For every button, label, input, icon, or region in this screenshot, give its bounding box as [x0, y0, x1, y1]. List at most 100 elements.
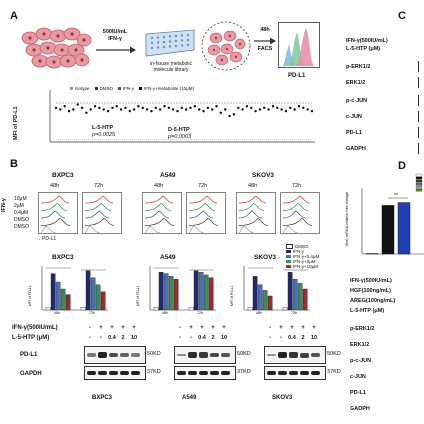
cell-culture-illustration — [21, 27, 92, 69]
flow-histogram-curve — [282, 195, 310, 204]
flow-timepoint: 72h — [292, 183, 302, 189]
scatter-point — [202, 109, 205, 113]
kd-label: 50KD — [147, 351, 161, 357]
scatter-point — [180, 106, 184, 110]
scatter-point — [124, 106, 127, 110]
wb-band — [221, 371, 230, 375]
wb-blot-pdl1 — [84, 346, 146, 364]
scatter-point — [158, 108, 162, 111]
bar-chart: 48h 72h — [243, 266, 310, 314]
wb-dose-value: - — [280, 335, 282, 341]
wb-band — [267, 371, 276, 375]
flow-histogram-curve — [144, 195, 174, 204]
scatter-legend: Isotype DMSO IFN-γ IFN-γ+metabolite (10μ… — [70, 86, 194, 91]
bar — [198, 271, 204, 311]
bar — [60, 288, 66, 311]
wb-dose-value: 0.4 — [288, 335, 296, 341]
flow-histogram-curve — [238, 203, 264, 211]
wb-band — [311, 352, 320, 358]
panel-d-row-label: L-5-HTP (μM) — [350, 308, 385, 314]
ahr-legend-swatch — [415, 188, 423, 192]
bar — [257, 284, 263, 311]
flow-xlabel: → PD-L1 — [36, 236, 57, 242]
panel-d-row-label: p-c-JUN — [350, 358, 372, 364]
bar — [50, 273, 56, 311]
wb-band — [210, 352, 219, 358]
bar-ylabel: MFI of PD-L1 — [28, 285, 32, 306]
arrow-right-icon: → — [36, 236, 41, 242]
bar — [262, 290, 268, 311]
flow-timepoint: 72h — [198, 183, 208, 189]
ahr-ylabel: Ahr1 mRNA relative fold change — [345, 191, 349, 246]
wb-band — [131, 371, 140, 375]
bar — [153, 307, 159, 311]
flow-row-label: 2μM — [14, 203, 24, 209]
flow-histogram-curve — [84, 210, 110, 219]
wb-band — [98, 352, 107, 358]
scatter-point — [106, 109, 110, 113]
flow-timepoint: 48h — [248, 183, 258, 189]
treatment-label: 500IU/mL IFN-γ — [102, 29, 128, 42]
panel-d-row-label: p-ERK1/2 — [350, 326, 375, 332]
wb-band — [109, 352, 118, 358]
scatter-point — [271, 105, 275, 108]
flow-row-label: 0.4μM — [14, 210, 28, 216]
bar — [173, 279, 179, 311]
ahr-legend-swatch — [415, 173, 423, 177]
flow-histogram-curve — [144, 203, 172, 211]
scatter-point — [119, 108, 123, 111]
wb-ifn-sign: + — [279, 325, 283, 331]
scatter-point — [193, 105, 197, 108]
scatter-point — [54, 106, 58, 110]
flow-histogram-curve — [282, 210, 306, 219]
wb-ifn-sign: - — [179, 325, 181, 331]
bar-ylabel: MFI of PD-L1 — [230, 285, 234, 306]
flow-row-label: 10μM — [14, 196, 27, 202]
bar — [203, 274, 209, 311]
wb-dose-value: 2 — [301, 335, 305, 341]
bar — [282, 307, 288, 311]
flow-row-label: DMSO — [14, 224, 29, 230]
ahr-legend-swatch — [415, 179, 423, 183]
flow-timepoint: 48h — [50, 183, 60, 189]
scatter-ylabel: MFI of PD-L1 — [13, 106, 19, 140]
scatter-point — [141, 106, 144, 110]
scatter-point — [293, 108, 296, 111]
panel-c-blot-edge — [418, 111, 424, 122]
flow-histogram-curve — [238, 210, 262, 219]
scatter-point — [232, 113, 236, 116]
bar-chart-title: SKOV3 — [254, 254, 277, 261]
wb-ifn-sign: + — [301, 325, 305, 331]
flow-histogram-curve — [188, 225, 205, 234]
cell-line-title: A549 — [160, 172, 176, 179]
scatter-point — [228, 114, 231, 118]
bar — [247, 307, 253, 311]
wb-band — [109, 371, 118, 375]
flow-histogram-curve — [84, 225, 101, 234]
bar — [163, 273, 169, 311]
bar-legend-label: IFN-γ+0.4μM — [293, 254, 320, 259]
scatter-point — [284, 109, 288, 113]
bar-legend-label: IFN-γ — [293, 249, 304, 254]
annotation-d5htp: D-5-HTP p=0.0003 — [168, 127, 192, 140]
flow-histogram-panel — [38, 192, 78, 234]
scatter-point — [115, 105, 118, 108]
wb-band — [120, 371, 129, 375]
scatter-point — [76, 103, 79, 106]
scatter-point — [280, 108, 283, 111]
flow-histogram-curve — [188, 203, 216, 211]
flow-histogram-curve — [282, 203, 308, 211]
screen-scatter-plot — [30, 82, 320, 148]
scatter-point — [93, 105, 97, 108]
wb-dose-value: - — [100, 335, 102, 341]
panel-a-letter: A — [10, 10, 18, 22]
panel-d-letter: D — [398, 160, 406, 172]
scatter-point — [145, 108, 149, 111]
wb-band — [300, 352, 309, 358]
facs-histogram — [278, 22, 320, 68]
flow-row-label: DMSO — [14, 217, 29, 223]
scatter-point — [224, 108, 227, 111]
scatter-point — [184, 108, 188, 111]
wb-dose-value: - — [190, 335, 192, 341]
scatter-point — [245, 105, 249, 108]
